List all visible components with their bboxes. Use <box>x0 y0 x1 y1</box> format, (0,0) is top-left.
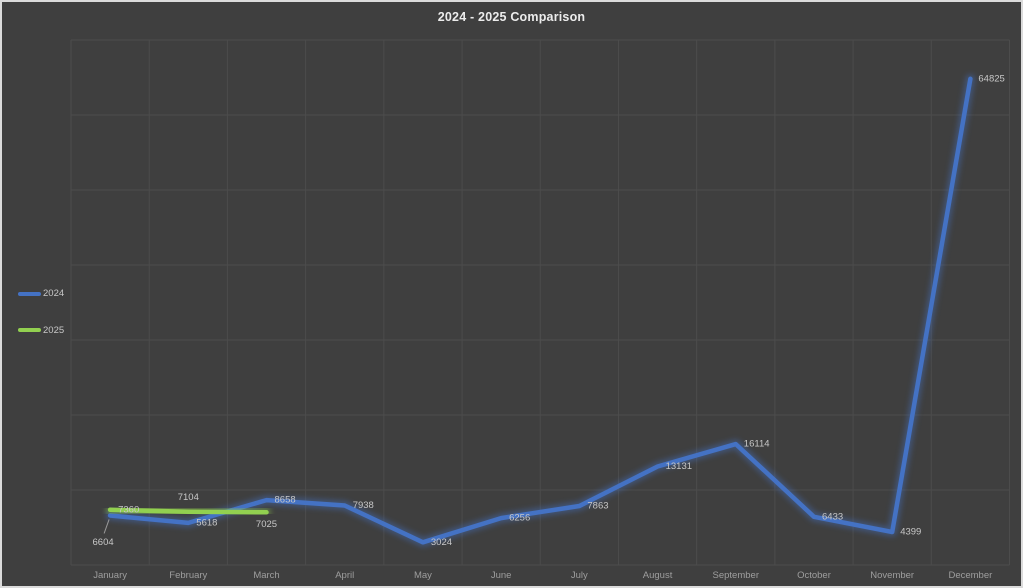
data-label: 7938 <box>353 500 374 511</box>
gridlines <box>70 39 1010 566</box>
legend-label: 2024 <box>43 288 65 299</box>
data-label: 6256 <box>509 513 530 524</box>
x-axis-label: January <box>93 570 127 581</box>
series-2024-line[interactable] <box>107 76 973 545</box>
series-2025-data-labels: 7360 7104 7025 <box>118 492 277 530</box>
x-axis-label: November <box>870 570 914 581</box>
x-axis-label: June <box>491 570 512 581</box>
x-axis-label: October <box>797 570 831 581</box>
data-label: 7025 <box>256 519 277 530</box>
x-axis-label: August <box>643 570 673 581</box>
x-axis-label: February <box>169 570 207 581</box>
x-axis-labels: January February March April May June July Augu… <box>93 570 992 581</box>
data-label: 16114 <box>744 439 770 450</box>
x-axis-label: July <box>571 570 588 581</box>
legend-line-swatch <box>18 291 41 296</box>
data-label: 3024 <box>431 537 452 548</box>
data-label: 6433 <box>822 511 843 522</box>
legend-label: 2025 <box>43 324 65 336</box>
data-label: 64825 <box>978 73 1004 84</box>
x-axis-label: May <box>414 570 432 581</box>
x-axis-label: April <box>335 570 354 581</box>
legend-line-swatch <box>18 328 41 333</box>
legend: 2024 2025 <box>18 289 64 335</box>
data-label: 7360 <box>118 504 139 515</box>
data-label: 7104 <box>178 492 199 503</box>
x-axis-label: March <box>253 570 279 581</box>
legend-item-2025[interactable]: 2025 <box>18 324 65 336</box>
data-label: 5618 <box>196 517 217 528</box>
data-label: 13131 <box>666 461 692 472</box>
data-label: 7863 <box>587 501 608 512</box>
series-2025-line[interactable] <box>107 507 269 515</box>
data-label: 8658 <box>275 495 296 506</box>
chart-title: 2024 - 2025 Comparison <box>437 10 586 24</box>
data-label: 4399 <box>900 527 921 538</box>
x-axis-label: December <box>948 570 992 581</box>
data-label: 6604 <box>93 537 114 548</box>
legend-item-2024[interactable]: 2024 <box>18 289 64 299</box>
data-label-leader-line <box>103 519 110 534</box>
x-axis-label: September <box>713 570 759 581</box>
series-2024-data-labels: 6604 5618 8658 7938 3024 6256 7863 13131 16114 64… <box>93 73 1005 548</box>
